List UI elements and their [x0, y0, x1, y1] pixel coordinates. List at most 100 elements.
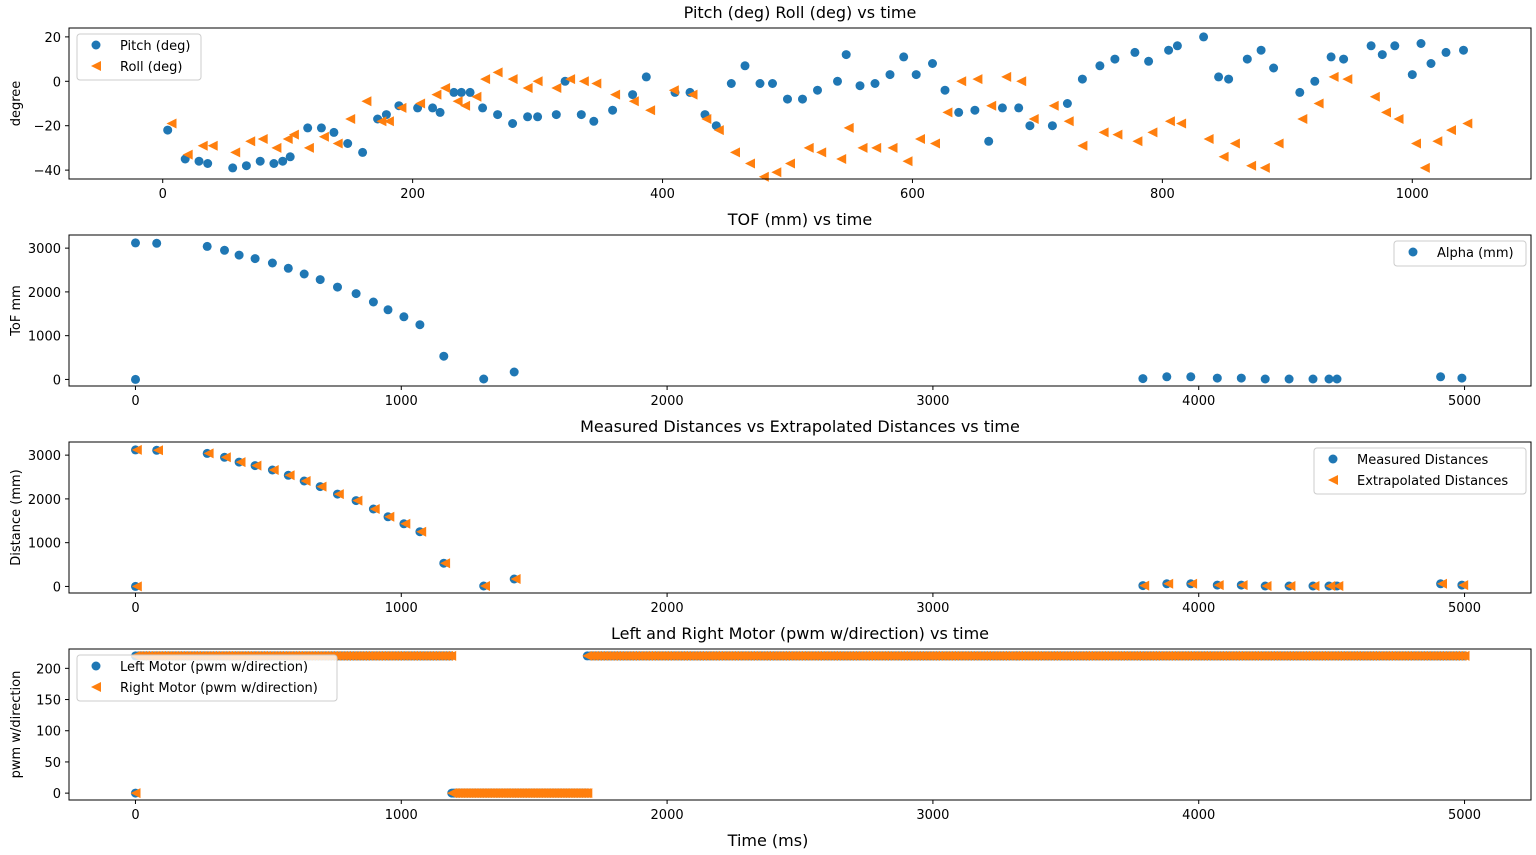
y-tick-label: −40: [34, 164, 61, 179]
data-point: [269, 159, 279, 168]
y-tick-label: −20: [34, 120, 61, 135]
data-point: [641, 72, 651, 82]
data-point: [1459, 45, 1468, 55]
data-point: [930, 138, 940, 149]
data-point: [465, 87, 475, 97]
data-point: [1187, 578, 1198, 589]
series-0: [131, 238, 1467, 384]
legend-label: Left Motor (pwm w/direction): [120, 660, 308, 675]
y-axis-label: Distance (mm): [9, 469, 24, 565]
data-point: [928, 59, 937, 68]
legend: Pitch (deg) Roll (deg): [76, 33, 202, 81]
data-point: [329, 127, 339, 137]
x-tick-label: 800: [1150, 187, 1175, 202]
x-tick-label: 3000: [916, 808, 949, 823]
x-tick-label: 0: [131, 601, 139, 616]
data-point: [954, 107, 964, 117]
x-tick-label: 3000: [916, 601, 949, 616]
data-point: [1112, 129, 1123, 140]
data-point: [940, 85, 950, 95]
data-point: [610, 89, 621, 100]
data-point: [283, 263, 293, 273]
y-tick-label: 0: [53, 787, 61, 802]
series-1: [131, 444, 1469, 592]
data-point: [1309, 581, 1320, 591]
data-point: [855, 81, 865, 91]
data-point: [533, 112, 543, 122]
data-point: [267, 258, 277, 268]
data-point: [492, 67, 503, 78]
data-point: [1164, 116, 1175, 127]
data-point: [1028, 114, 1039, 124]
x-tick-label: 1000: [385, 808, 418, 823]
y-tick-label: 50: [44, 756, 61, 771]
data-point: [182, 149, 193, 160]
data-point: [1132, 136, 1143, 147]
data-point: [1062, 99, 1072, 108]
data-point: [628, 96, 639, 107]
data-point: [299, 269, 309, 279]
data-point: [345, 114, 356, 124]
data-point: [153, 445, 163, 456]
data-point: [1269, 63, 1279, 73]
data-point: [446, 650, 457, 661]
x-tick-label: 1000: [385, 394, 418, 409]
y-tick-label: 0: [53, 580, 61, 595]
y-axis-label: pwm w/direction: [9, 671, 24, 779]
data-point: [268, 465, 279, 475]
data-point: [887, 142, 898, 153]
data-point: [1457, 373, 1467, 383]
data-point: [316, 481, 327, 492]
data-point: [1441, 47, 1451, 57]
data-point: [1213, 580, 1224, 591]
data-point: [713, 125, 724, 136]
data-point: [1212, 373, 1222, 383]
data-point: [333, 282, 342, 292]
legend-marker: [91, 61, 101, 71]
data-point: [645, 105, 656, 116]
data-point: [1147, 127, 1158, 138]
legend-marker: [1328, 454, 1338, 464]
axes-frame: [68, 234, 1532, 387]
data-point: [1259, 162, 1270, 173]
data-point: [257, 134, 268, 144]
data-point: [255, 156, 265, 166]
data-point: [1186, 372, 1196, 382]
data-point: [332, 138, 343, 149]
data-point: [207, 140, 218, 151]
chart-title: Left and Right Motor (pwm w/direction) v…: [611, 624, 989, 643]
data-point: [1001, 71, 1012, 82]
data-point: [1218, 151, 1229, 162]
data-point: [1462, 118, 1473, 129]
y-tick-label: 2000: [28, 493, 61, 508]
data-point: [582, 788, 593, 799]
legend-label: Right Motor (pwm w/direction): [120, 681, 318, 696]
data-point: [578, 76, 589, 87]
data-point: [1416, 39, 1426, 48]
data-point: [194, 156, 204, 166]
data-point: [871, 142, 882, 153]
data-point: [1014, 103, 1024, 113]
y-tick-label: 1000: [28, 537, 61, 552]
data-point: [1459, 650, 1470, 661]
data-point: [1285, 581, 1296, 591]
legend-marker: [1408, 247, 1418, 257]
x-tick-label: 0: [131, 808, 139, 823]
x-tick-label: 1000: [1396, 187, 1429, 202]
data-point: [523, 112, 533, 122]
data-point: [1446, 125, 1456, 136]
x-tick-label: 2000: [651, 808, 684, 823]
x-tick-label: 2000: [651, 601, 684, 616]
x-tick-label: 4000: [1182, 601, 1215, 616]
legend: Left Motor (pwm w/direction) Right Motor …: [76, 654, 338, 702]
data-point: [843, 122, 854, 133]
data-point: [368, 297, 378, 307]
data-point: [431, 89, 442, 100]
data-point: [841, 50, 851, 60]
chart-title: TOF (mm) vs time: [727, 210, 872, 229]
data-point: [234, 250, 244, 260]
data-point: [984, 136, 994, 146]
data-point: [1138, 374, 1148, 384]
data-point: [970, 105, 980, 115]
